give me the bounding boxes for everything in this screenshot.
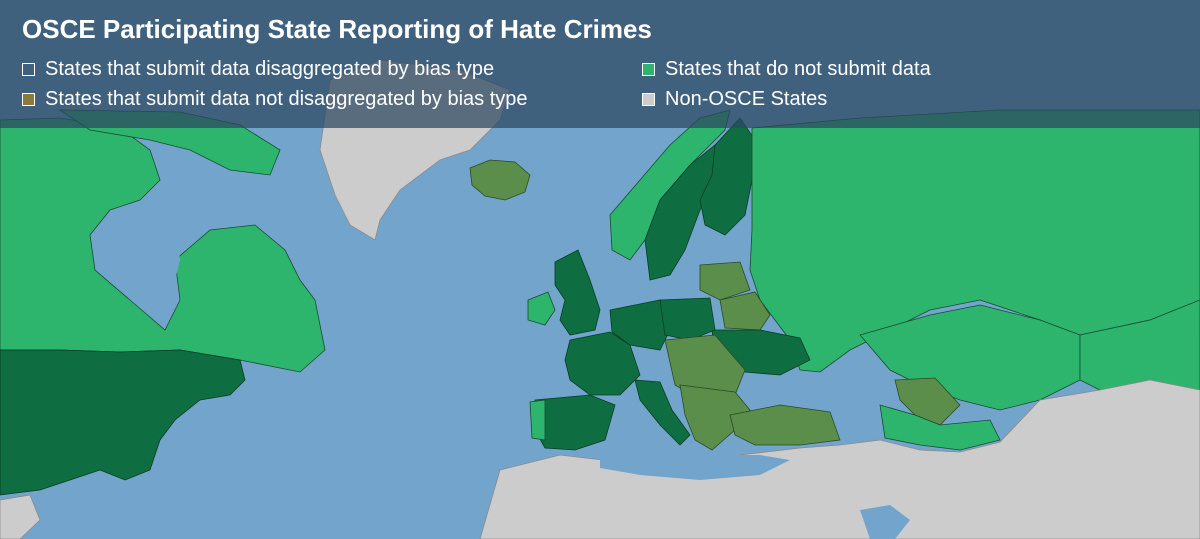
map-title: OSCE Participating State Reporting of Ha… xyxy=(22,14,652,44)
legend-swatch-disaggregated xyxy=(22,63,35,76)
legend-item-disaggregated: States that submit data disaggregated by… xyxy=(22,58,494,81)
legend-swatch-no-data xyxy=(642,63,655,76)
region-baltics xyxy=(699,261,751,301)
legend-label: States that submit data disaggregated by… xyxy=(45,58,495,80)
mediterranean xyxy=(600,445,790,480)
legend-item-not-disaggregated: States that submit data not disaggregate… xyxy=(22,88,528,111)
region-poland xyxy=(659,297,716,341)
region-central-asia-south xyxy=(879,404,1001,451)
persian-gulf xyxy=(860,505,910,539)
black-sea xyxy=(750,375,820,405)
region-norway xyxy=(609,109,731,261)
caspian-sea xyxy=(855,365,885,430)
region-balkans xyxy=(679,384,751,451)
region-portugal xyxy=(529,399,546,441)
region-france xyxy=(564,331,641,396)
region-ireland xyxy=(527,291,556,326)
legend-swatch-not-disaggregated xyxy=(22,93,35,106)
region-uk xyxy=(554,249,601,336)
region-finland xyxy=(699,117,756,236)
legend-item-no-data: States that do not submit data xyxy=(642,58,931,81)
legend-label: Non-OSCE States xyxy=(665,88,828,110)
legend-item-non-osce: Non-OSCE States xyxy=(642,88,827,111)
legend-label: States that do not submit data xyxy=(665,58,931,80)
region-non-osce-sw xyxy=(0,494,41,539)
header-banner xyxy=(0,0,1200,128)
region-usa xyxy=(0,349,246,496)
legend-swatch-non-osce xyxy=(642,93,655,106)
region-iceland xyxy=(469,159,531,201)
region-turkey xyxy=(729,404,841,446)
legend-label: States that submit data not disaggregate… xyxy=(45,88,528,110)
region-belarus xyxy=(719,291,771,331)
region-italy xyxy=(634,379,691,446)
hudson-bay xyxy=(100,205,180,300)
